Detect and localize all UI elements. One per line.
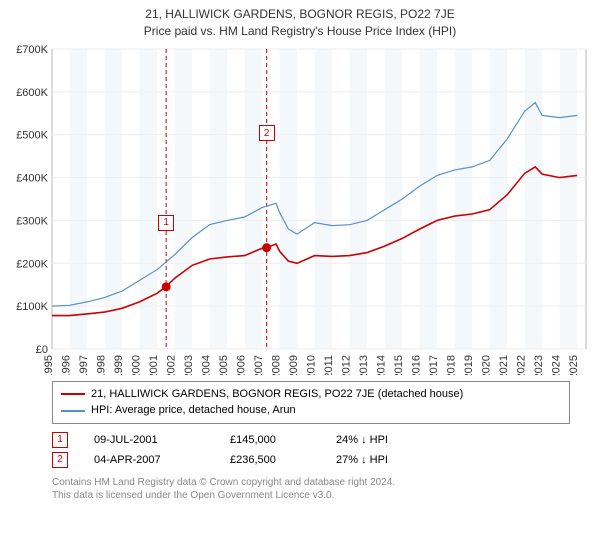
legend: 21, HALLIWICK GARDENS, BOGNOR REGIS, PO2… — [52, 381, 570, 424]
svg-text:2016: 2016 — [411, 355, 423, 375]
svg-text:2024: 2024 — [551, 355, 563, 375]
svg-text:2010: 2010 — [306, 355, 318, 375]
legend-swatch-property — [61, 393, 85, 395]
sale-marker-2: 2 — [52, 452, 68, 468]
chart-sale-label-1: 1 — [158, 215, 174, 231]
svg-text:1998: 1998 — [96, 355, 108, 375]
sale-row-2: 2 04-APR-2007 £236,500 27% ↓ HPI — [52, 450, 570, 470]
svg-text:2013: 2013 — [358, 355, 370, 375]
svg-text:£300K: £300K — [16, 215, 48, 227]
chart-area: £0 £100K £200K £300K £400K £500K £600K £700K 199… — [8, 45, 592, 375]
svg-text:2008: 2008 — [271, 355, 283, 375]
svg-text:£500K: £500K — [16, 129, 48, 141]
footer-line-2: This data is licensed under the Open Gov… — [52, 489, 570, 503]
sale-date-1: 09-JUL-2001 — [94, 434, 204, 446]
svg-text:2005: 2005 — [218, 355, 230, 375]
svg-text:2007: 2007 — [253, 355, 265, 375]
legend-item-hpi: HPI: Average price, detached house, Arun — [61, 402, 561, 419]
svg-text:2002: 2002 — [166, 355, 178, 375]
svg-text:2022: 2022 — [516, 355, 528, 375]
svg-text:1996: 1996 — [61, 355, 73, 375]
svg-text:2023: 2023 — [533, 355, 545, 375]
sale-marker-1: 1 — [52, 432, 68, 448]
legend-swatch-hpi — [61, 410, 85, 412]
svg-text:2004: 2004 — [201, 355, 213, 375]
sale-price-2: £236,500 — [230, 454, 310, 466]
svg-text:2018: 2018 — [446, 355, 458, 375]
chart-title-block: 21, HALLIWICK GARDENS, BOGNOR REGIS, PO2… — [0, 0, 600, 43]
line-chart-svg: £0 £100K £200K £300K £400K £500K £600K £700K 199… — [8, 45, 592, 375]
title-line-2: Price paid vs. HM Land Registry's House … — [0, 23, 600, 40]
svg-text:2014: 2014 — [376, 355, 388, 375]
svg-text:2012: 2012 — [341, 355, 353, 375]
svg-text:£0: £0 — [36, 344, 48, 356]
sale-hpi-1: 24% ↓ HPI — [336, 434, 426, 446]
svg-text:2011: 2011 — [323, 355, 335, 375]
svg-text:£600K: £600K — [16, 87, 48, 99]
legend-item-property: 21, HALLIWICK GARDENS, BOGNOR REGIS, PO2… — [61, 386, 561, 403]
svg-text:£700K: £700K — [16, 45, 48, 56]
sale-row-1: 1 09-JUL-2001 £145,000 24% ↓ HPI — [52, 430, 570, 450]
title-line-1: 21, HALLIWICK GARDENS, BOGNOR REGIS, PO2… — [0, 6, 600, 23]
svg-text:2009: 2009 — [288, 355, 300, 375]
footer-attribution: Contains HM Land Registry data © Crown c… — [52, 476, 570, 503]
svg-text:2025: 2025 — [568, 355, 580, 375]
svg-text:£400K: £400K — [16, 172, 48, 184]
legend-label-hpi: HPI: Average price, detached house, Arun — [91, 402, 296, 419]
svg-text:£100K: £100K — [16, 301, 48, 313]
legend-label-property: 21, HALLIWICK GARDENS, BOGNOR REGIS, PO2… — [91, 386, 463, 403]
sale-price-1: £145,000 — [230, 434, 310, 446]
svg-text:2001: 2001 — [148, 355, 160, 375]
svg-text:2015: 2015 — [393, 355, 405, 375]
svg-text:1997: 1997 — [78, 355, 90, 375]
sale-date-2: 04-APR-2007 — [94, 454, 204, 466]
sale-hpi-2: 27% ↓ HPI — [336, 454, 426, 466]
svg-text:£200K: £200K — [16, 258, 48, 270]
footer-line-1: Contains HM Land Registry data © Crown c… — [52, 476, 570, 490]
svg-text:2021: 2021 — [498, 355, 510, 375]
svg-text:2020: 2020 — [481, 355, 493, 375]
svg-text:1995: 1995 — [43, 355, 55, 375]
svg-text:1999: 1999 — [113, 355, 125, 375]
svg-text:2006: 2006 — [236, 355, 248, 375]
chart-sale-label-2: 2 — [259, 125, 275, 141]
sales-table: 1 09-JUL-2001 £145,000 24% ↓ HPI 2 04-AP… — [52, 430, 570, 470]
svg-text:2003: 2003 — [183, 355, 195, 375]
svg-text:2019: 2019 — [463, 355, 475, 375]
svg-text:2017: 2017 — [428, 355, 440, 375]
svg-text:2000: 2000 — [131, 355, 143, 375]
